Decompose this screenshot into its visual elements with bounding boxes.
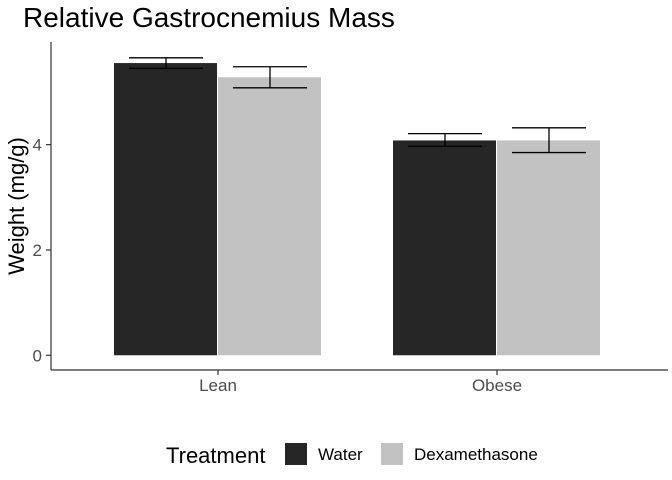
bar-obese-water (393, 140, 496, 356)
y-axis-title: Weight (mg/g) (4, 137, 29, 275)
legend-label-dexamethasone: Dexamethasone (414, 445, 538, 464)
y-tick-label: 0 (33, 346, 42, 365)
bar-obese-dexamethasone (497, 140, 600, 356)
legend: Treatment Water Dexamethasone (166, 443, 538, 468)
x-tick-label: Lean (199, 376, 237, 395)
chart-title: Relative Gastrocnemius Mass (23, 2, 395, 33)
legend-swatch-water (285, 443, 307, 465)
x-tick-label: Obese (472, 376, 522, 395)
error-bar-obese-water (408, 132, 482, 147)
x-axis-ticks: Lean Obese (199, 370, 522, 395)
plot-area (114, 57, 600, 356)
y-axis-ticks: 0 2 4 (33, 136, 51, 365)
error-bar-lean-water (129, 57, 203, 69)
y-tick-label: 2 (33, 241, 42, 260)
error-bar-obese-dexamethasone (512, 127, 586, 154)
error-bar-lean-dexamethasone (233, 66, 307, 89)
bar-lean-water (114, 63, 217, 356)
legend-label-water: Water (318, 445, 363, 464)
legend-swatch-dexamethasone (381, 443, 403, 465)
bar-lean-dexamethasone (218, 77, 321, 356)
y-tick-label: 4 (33, 136, 42, 155)
legend-title: Treatment (166, 443, 265, 468)
